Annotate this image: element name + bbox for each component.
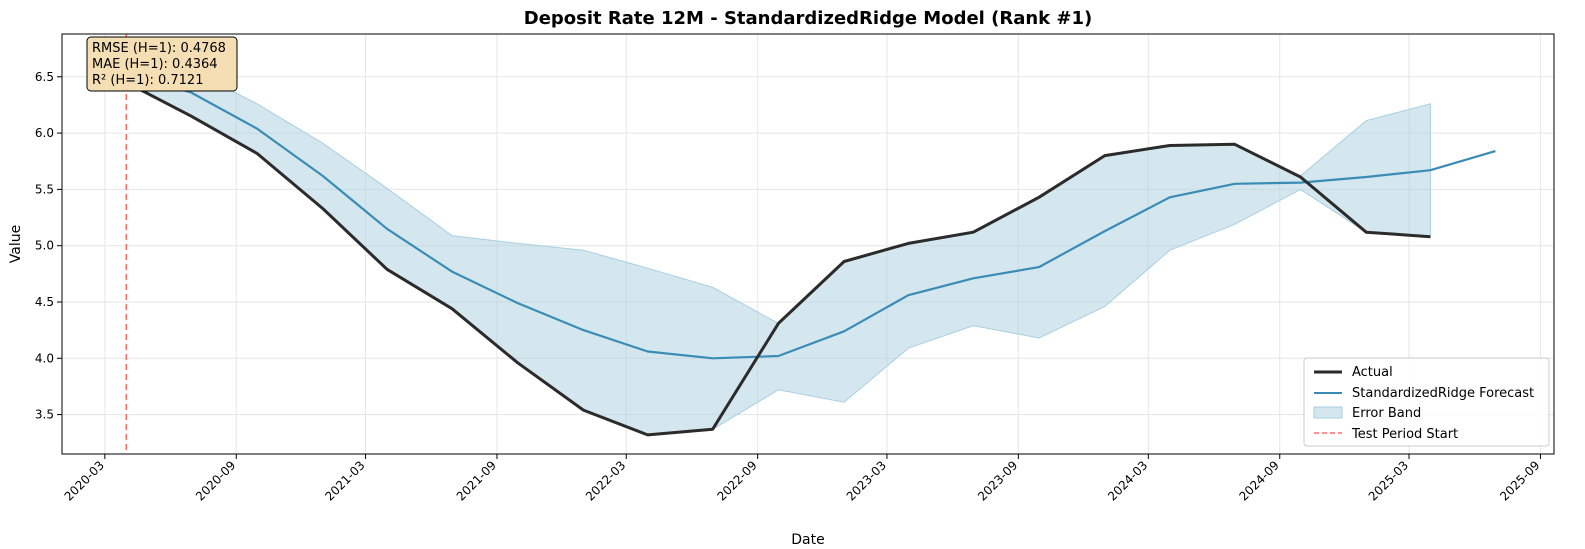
- y-tick-label: 6.5: [35, 70, 54, 84]
- y-tick-label: 5.5: [35, 182, 54, 196]
- legend-label-test-start: Test Period Start: [1351, 427, 1458, 442]
- y-tick-label: 3.5: [35, 408, 54, 422]
- legend-swatch-error-band: [1313, 406, 1343, 419]
- series-line-forecast: [125, 72, 1496, 360]
- y-tick-label: 5.0: [35, 239, 54, 253]
- series-line-actual: [125, 81, 1431, 437]
- legend: Actual StandardizedRidge Forecast Error …: [1303, 357, 1550, 447]
- chart-title: Deposit Rate 12M - StandardizedRidge Mod…: [524, 8, 1092, 29]
- metrics-box-background: [86, 36, 238, 92]
- legend-label-forecast: StandardizedRidge Forecast: [1352, 386, 1534, 401]
- legend-label-error-band: Error Band: [1352, 406, 1421, 421]
- metric-mae: MAE (H=1): 0.4364: [92, 57, 218, 72]
- y-axis-ticks: 3.5 4.0 4.5 5.0 5.5 6.0 6.5: [35, 70, 62, 422]
- y-tick-label: 4.0: [35, 351, 54, 365]
- x-axis-label: Date: [791, 532, 824, 548]
- series-layer: [125, 72, 1496, 437]
- metrics-box: RMSE (H=1): 0.4768 MAE (H=1): 0.4364 R² …: [86, 36, 238, 92]
- metric-rmse: RMSE (H=1): 0.4768: [92, 41, 226, 56]
- y-axis-label: Value: [8, 225, 24, 263]
- legend-box: [1303, 357, 1550, 447]
- y-tick-label: 4.5: [35, 295, 54, 309]
- metric-r2: R² (H=1): 0.7121: [92, 73, 203, 88]
- plot-frame: [61, 33, 1555, 455]
- y-tick-label: 6.0: [35, 126, 54, 140]
- legend-label-actual: Actual: [1352, 365, 1393, 380]
